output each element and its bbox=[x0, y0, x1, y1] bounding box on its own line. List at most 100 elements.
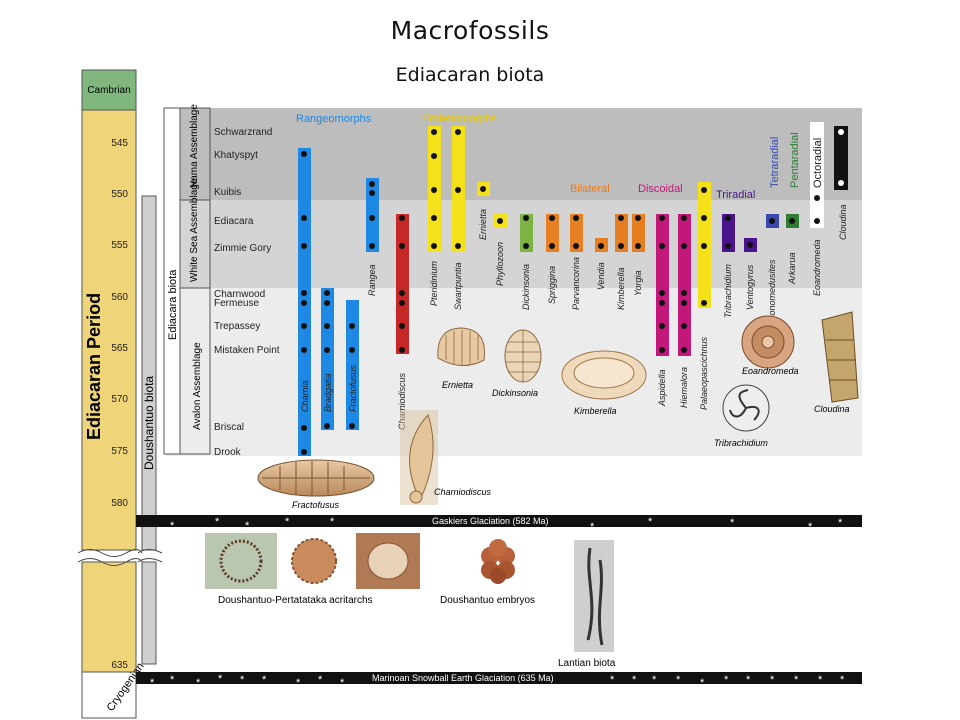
svg-text:*: * bbox=[730, 517, 735, 529]
range-bars bbox=[298, 126, 848, 456]
svg-text:*: * bbox=[676, 674, 681, 686]
cloudina-illustration: Cloudina bbox=[814, 311, 859, 414]
gaskiers-snowflakes: * * * * * * * * * * bbox=[170, 516, 843, 533]
bar-hiemalora bbox=[678, 214, 691, 356]
svg-text:*: * bbox=[170, 520, 175, 532]
illus-label-cloudina: Cloudina bbox=[814, 404, 850, 414]
dickinsonia-illustration: Dickinsonia bbox=[492, 329, 542, 398]
cryogenian-box bbox=[81, 671, 137, 719]
svg-text:*: * bbox=[215, 516, 220, 528]
svg-text:*: * bbox=[838, 517, 843, 529]
svg-text:*: * bbox=[240, 674, 245, 686]
assemblage-avalon: Avalon Assemblage bbox=[192, 342, 203, 430]
svg-text:*: * bbox=[632, 674, 637, 686]
svg-text:*: * bbox=[794, 674, 799, 686]
doushantuo-bar-lower bbox=[141, 561, 157, 665]
bar-rangea bbox=[366, 178, 379, 252]
taxon-kimberella: Kimberella bbox=[616, 267, 626, 310]
illus-label-eoandromeda: Eoandromeda bbox=[742, 366, 799, 376]
svg-text:*: * bbox=[196, 677, 201, 689]
ernietta-illustration: Ernietta bbox=[437, 327, 486, 390]
svg-text:*: * bbox=[330, 516, 335, 528]
group-bilateral: Bilateral bbox=[570, 183, 610, 195]
taxon-aspidella: Aspidella bbox=[657, 369, 667, 407]
taxon-yorgia: Yorgia bbox=[633, 270, 643, 296]
illus-label-charniodiscus: Charniodiscus bbox=[434, 487, 492, 497]
bar-cloudina bbox=[834, 126, 848, 190]
occurrence-dots bbox=[301, 129, 844, 455]
taxon-eoandromeda: Eoandromeda bbox=[812, 239, 822, 296]
locality-briscal: Briscal bbox=[214, 422, 244, 433]
fossil-illustrations: Fractofusus Charniodiscus Ernietta Dicki… bbox=[257, 311, 859, 510]
tick-550: 550 bbox=[111, 189, 128, 200]
ediacara-biota-label: Ediacara biota bbox=[167, 269, 179, 340]
illus-label-tribrachidium: Tribrachidium bbox=[714, 438, 768, 448]
lantian-image bbox=[574, 540, 614, 652]
group-triradial: Triradial bbox=[716, 189, 755, 201]
tick-575: 575 bbox=[111, 446, 128, 457]
marinoan-label: Marinoan Snowball Earth Glaciation (635 … bbox=[372, 673, 554, 683]
tick-555: 555 bbox=[111, 240, 128, 251]
taxon-dickinsonia: Dickinsonia bbox=[521, 264, 531, 310]
avalon-box bbox=[179, 287, 211, 455]
svg-text:*: * bbox=[262, 674, 267, 686]
octoradial-box bbox=[810, 122, 824, 192]
tribrachidium-illustration: Tribrachidium bbox=[714, 384, 770, 448]
illus-label-fractofusus: Fractofusus bbox=[292, 500, 340, 510]
ediacaran-upper-box bbox=[81, 109, 137, 551]
taxon-phyllozoon: Phyllozoon bbox=[495, 242, 505, 286]
svg-text:*: * bbox=[296, 677, 301, 689]
bar-tribrachidium bbox=[722, 214, 735, 252]
embryo-image bbox=[481, 539, 515, 584]
svg-text:*: * bbox=[648, 516, 653, 528]
taxon-fractofusus: Fractofusus bbox=[348, 364, 358, 412]
tick-635: 635 bbox=[111, 660, 128, 671]
locality-kuibis: Kuibis bbox=[214, 187, 241, 198]
illus-label-kimberella: Kimberella bbox=[574, 406, 617, 416]
doushantuo-label: Doushantuo biota bbox=[142, 376, 156, 470]
period-label: Ediacaran Period bbox=[84, 293, 104, 440]
group-octoradial: Octoradial bbox=[812, 138, 824, 188]
svg-text:*: * bbox=[746, 674, 751, 686]
tick-580: 580 bbox=[111, 498, 128, 509]
group-rangeomorphs: Rangeomorphs bbox=[296, 113, 372, 125]
slide-subtitle: Ediacaran biota bbox=[395, 64, 545, 86]
marinoan-band bbox=[136, 672, 862, 684]
group-tetraradial: Tetraradial bbox=[769, 137, 781, 188]
svg-text:*: * bbox=[245, 520, 250, 532]
svg-text:*: * bbox=[590, 521, 595, 533]
tick-545: 545 bbox=[111, 138, 128, 149]
taxon-swartpuntia: Swartpuntia bbox=[453, 262, 463, 310]
eoandromeda-illustration: Eoandromeda bbox=[741, 315, 799, 376]
taxon-pteridinium: Pteridinium bbox=[429, 260, 439, 306]
svg-text:*: * bbox=[610, 674, 615, 686]
svg-text:*: * bbox=[770, 674, 775, 686]
bar-fractofusus bbox=[346, 300, 359, 430]
bar-spriggina bbox=[546, 214, 559, 252]
locality-ediacara: Ediacara bbox=[214, 216, 254, 227]
locality-trepassey: Trepassey bbox=[214, 321, 260, 332]
taxon-vendia: Vendia bbox=[596, 262, 606, 290]
taxon-cloudina: Cloudina bbox=[838, 204, 848, 240]
svg-text:*: * bbox=[150, 677, 155, 689]
gaskiers-label: Gaskiers Glaciation (582 Ma) bbox=[432, 516, 549, 526]
taxon-hiemalora: Hiemalora bbox=[679, 367, 689, 408]
svg-text:*: * bbox=[808, 521, 813, 533]
taxon-charnia: Charnia bbox=[300, 380, 310, 412]
label-acritarchs: Doushantuo-Pertatataka acritarchs bbox=[218, 595, 373, 606]
slide-title: Macrofossils bbox=[390, 16, 550, 45]
taxon-parvancorina: Parvancorina bbox=[571, 257, 581, 310]
bar-parvancorina bbox=[570, 214, 583, 252]
fractofusus-illustration: Fractofusus bbox=[257, 459, 375, 510]
assemblage-white-sea: White Sea Assemblage bbox=[189, 178, 200, 282]
lower-illustrations bbox=[205, 533, 614, 652]
bar-bradgatia bbox=[321, 288, 334, 430]
bar-kimberella bbox=[615, 214, 628, 252]
locality-fermeuse: Fermeuse bbox=[214, 298, 259, 309]
svg-text:*: * bbox=[724, 674, 729, 686]
tick-560: 560 bbox=[111, 292, 128, 303]
taxon-bradgatia: Bradgatia bbox=[323, 373, 333, 412]
taxon-tribrachidium: Tribrachidium bbox=[723, 264, 733, 318]
bar-eoandromeda bbox=[810, 192, 824, 228]
